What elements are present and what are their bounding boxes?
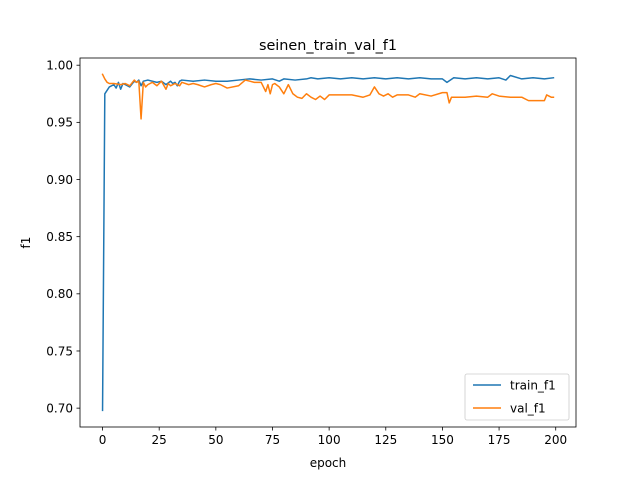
y-axis-ticks: 0.70 0.75 0.80 0.85 0.90 0.95 1.00 <box>46 59 80 415</box>
x-tick-label: 75 <box>265 433 280 447</box>
series-line-val-f1 <box>101 73 555 120</box>
x-axis-label: epoch <box>310 456 347 470</box>
y-tick-label: 1.00 <box>46 59 73 73</box>
y-tick-label: 0.90 <box>46 173 73 187</box>
x-tick-label: 100 <box>318 433 341 447</box>
y-tick-label: 0.80 <box>46 287 73 301</box>
plot-area: 0 25 50 75 100 125 150 175 200 0.700.750.800.850… <box>46 57 577 447</box>
axes-frame <box>79 57 577 428</box>
x-tick-label: 200 <box>544 433 567 447</box>
chart-title: seinen_train_val_f1 <box>259 38 397 54</box>
x-tick-label: 0 <box>99 433 107 447</box>
legend: train_f1 val_f1 <box>464 373 570 421</box>
x-tick-label: 150 <box>431 433 454 447</box>
x-tick-label: 50 <box>208 433 223 447</box>
y-tick-label: 0.70 <box>46 401 73 415</box>
y-axis-label: f1 <box>19 237 33 249</box>
legend-label-val-f1: val_f1 <box>510 402 546 416</box>
series-layer <box>101 73 555 412</box>
y-tick-label: 0.85 <box>46 230 73 244</box>
x-tick-label: 125 <box>374 433 397 447</box>
y-tick-label: 0.95 <box>46 116 73 130</box>
x-tick-label: 175 <box>488 433 511 447</box>
x-axis-ticks: 0 25 50 75 100 125 150 175 200 <box>99 427 567 447</box>
legend-label-train-f1: train_f1 <box>510 379 556 393</box>
y-tick-label: 0.75 <box>46 344 73 358</box>
x-tick-label: 25 <box>152 433 167 447</box>
